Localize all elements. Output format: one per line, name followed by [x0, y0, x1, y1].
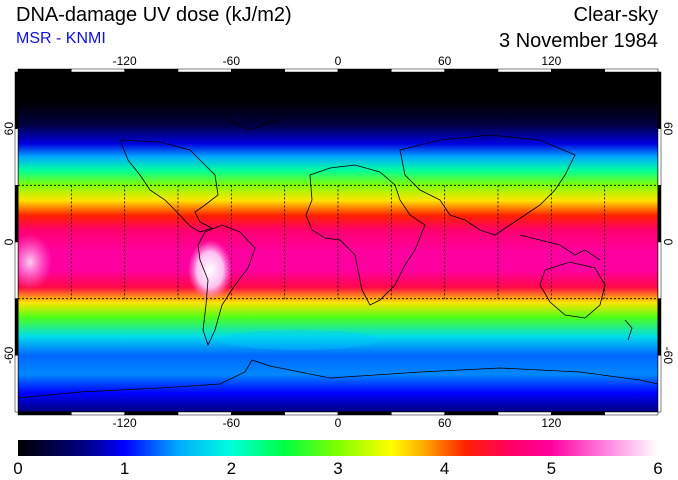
pacific-peak-area — [18, 234, 52, 290]
date-label: 3 November 1984 — [499, 30, 658, 52]
colorbar-tick-label: 3 — [333, 459, 342, 478]
colorbar-tick-label: 5 — [547, 459, 556, 478]
map-title: DNA-damage UV dose (kJ/m2) — [16, 4, 292, 26]
south-america-coast — [197, 224, 256, 347]
coastlines — [18, 87, 658, 399]
frame-tick-bar — [604, 411, 659, 416]
lat-label-right: 0 — [661, 239, 675, 246]
frame-tick-bar — [14, 355, 19, 413]
lon-label-top: 0 — [335, 54, 342, 68]
lat-label-left: 0 — [2, 238, 16, 245]
frame-tick-bar — [14, 241, 19, 299]
frame-tick-bar — [391, 411, 445, 416]
frame-tick-bar — [497, 411, 552, 416]
lon-label-top: 60 — [438, 54, 452, 68]
credit-label: MSR - KNMI — [16, 30, 106, 47]
frame-tick-bar — [551, 411, 605, 416]
frame-tick-bar — [284, 411, 339, 416]
southeast-asia-islands — [519, 234, 601, 261]
colorbar-tick-label: 6 — [653, 459, 662, 478]
frame-tick-bar — [391, 68, 445, 73]
frame-tick-bar — [604, 68, 659, 73]
frame-tick-bar — [657, 241, 662, 299]
lat-label-left: 60 — [2, 122, 16, 136]
north-america-coast — [119, 139, 219, 233]
frame-tick-bar — [497, 68, 552, 73]
frame-tick-bar — [124, 411, 179, 416]
frame-tick-bar — [17, 411, 72, 416]
australia-coast — [539, 261, 606, 319]
frame-tick-bar — [657, 298, 662, 356]
frame-tick-bar — [551, 68, 605, 73]
frame-tick-bar — [14, 185, 19, 243]
lat-label-right: 60 — [661, 122, 675, 136]
asia-coast — [399, 134, 576, 236]
lat-label-right: -60 — [661, 347, 675, 365]
lon-label-top: 120 — [541, 54, 561, 68]
greenland-coast — [219, 87, 291, 131]
frame-tick-bar — [444, 68, 499, 73]
lon-label-top: -120 — [113, 54, 137, 68]
southern-ocean-band — [220, 330, 380, 350]
frame-tick-bar — [337, 411, 392, 416]
frame-tick-bar — [177, 411, 232, 416]
colorbar-tick-label: 2 — [227, 459, 236, 478]
lon-label-bottom: -120 — [113, 416, 137, 430]
frame-tick-bar — [284, 68, 339, 73]
frame-tick-bar — [71, 68, 125, 73]
lon-label-bottom: 60 — [438, 416, 452, 430]
lon-label-bottom: 120 — [541, 416, 561, 430]
frame-tick-bar — [444, 411, 499, 416]
lon-label-bottom: 0 — [335, 416, 342, 430]
colorbar — [18, 440, 658, 456]
lon-label-bottom: -60 — [223, 416, 241, 430]
frame-tick-bar — [124, 68, 179, 73]
frame-tick-bar — [14, 71, 19, 129]
frame-tick-bar — [657, 71, 662, 129]
europe-africa-coast — [305, 164, 426, 306]
frame-tick-bar — [337, 68, 392, 73]
frame-tick-bar — [657, 185, 662, 243]
frame-tick-bar — [17, 68, 72, 73]
dose-field — [18, 72, 658, 412]
frame-tick-bar — [657, 355, 662, 413]
lon-label-top: -60 — [223, 54, 241, 68]
frame-tick-bars — [14, 68, 662, 416]
frame-tick-bar — [231, 411, 285, 416]
colorbar-tick-label: 1 — [120, 459, 129, 478]
antarctica-coast — [18, 359, 658, 399]
sky-condition-label: Clear-sky — [573, 4, 658, 26]
lat-label-left: -60 — [2, 346, 16, 364]
andes-peak-area — [188, 240, 232, 300]
new-zealand-coast — [624, 319, 633, 341]
colorbar-tick-label: 0 — [13, 459, 22, 478]
frame-tick-bar — [14, 128, 19, 186]
frame-tick-bar — [71, 411, 125, 416]
colorbar-tick-label: 4 — [440, 459, 449, 478]
frame-tick-bar — [177, 68, 232, 73]
gridlines — [18, 184, 658, 300]
frame-tick-bar — [231, 68, 285, 73]
frame-tick-bar — [657, 128, 662, 186]
